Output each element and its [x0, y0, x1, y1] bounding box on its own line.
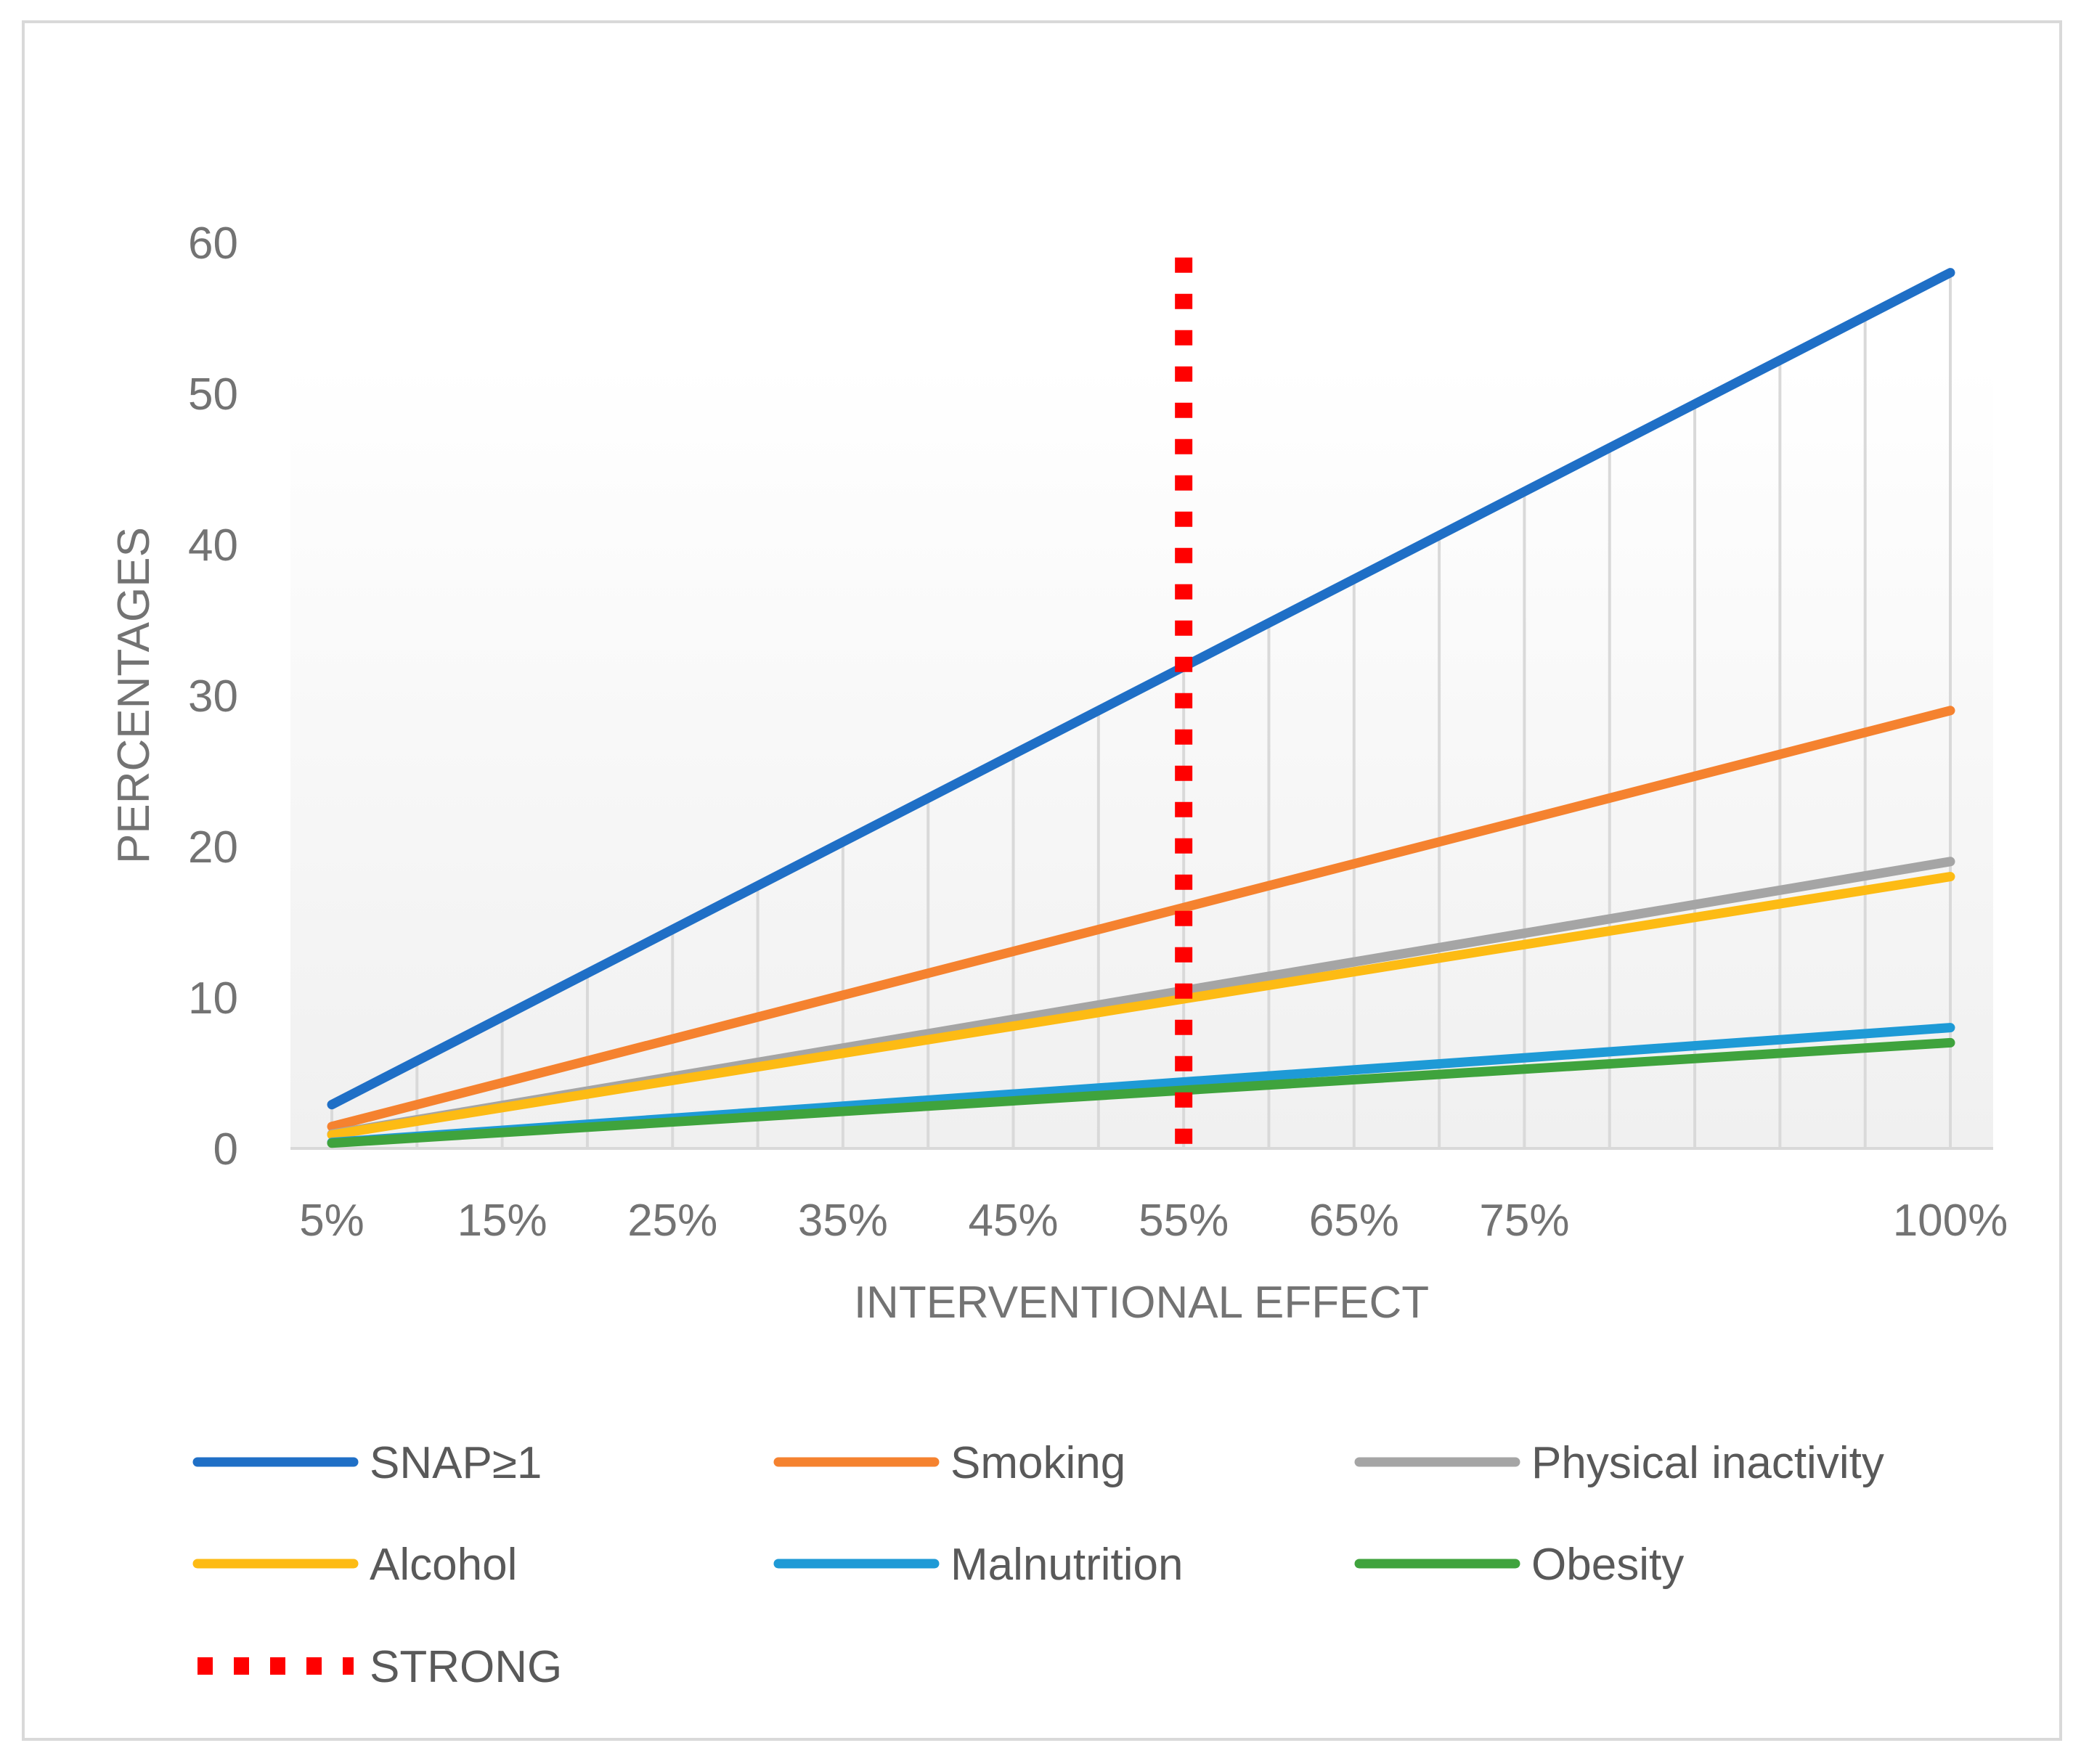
legend-item: SNAP≥1: [192, 1438, 542, 1488]
y-tick-label: 50: [188, 369, 238, 420]
x-tick-label: 75%: [1479, 1196, 1569, 1246]
y-axis-title: PERCENTAGES: [109, 527, 159, 864]
y-tick-label: 40: [188, 520, 238, 571]
x-axis-title: INTERVENTIONAL EFFECT: [854, 1278, 1429, 1328]
x-tick-label: 55%: [1139, 1196, 1229, 1246]
series-line-obesity: [327, 1037, 1955, 1148]
legend: SNAP≥1 Smoking Physical inactivity Alcohol M…: [192, 1438, 1884, 1692]
legend-item: Physical inactivity: [1354, 1438, 1884, 1488]
legend-label: Malnutrition: [950, 1540, 1183, 1590]
y-tick-label: 10: [188, 973, 238, 1024]
x-tick-labels: 5% 15% 25% 35% 45% 55% 65% 75% 100%: [299, 1196, 2008, 1246]
y-tick-labels: 0 10 20 30 40 50 60: [188, 219, 238, 1175]
legend-label: Obesity: [1531, 1540, 1684, 1590]
legend-item: Smoking: [773, 1438, 1125, 1488]
y-tick-label: 60: [188, 219, 238, 269]
legend-label: Smoking: [950, 1438, 1125, 1488]
plot-area-background: [290, 363, 1993, 1148]
series-line-smoking: [327, 706, 1955, 1132]
x-tick-label: 25%: [627, 1196, 717, 1246]
series-line-snap-1: [327, 268, 1955, 1110]
x-tick-label: 15%: [457, 1196, 547, 1246]
y-tick-label: 20: [188, 822, 238, 873]
x-tick-label: 65%: [1309, 1196, 1399, 1246]
legend-item: STRONG: [198, 1642, 562, 1692]
y-tick-label: 30: [188, 671, 238, 722]
x-tick-label: 45%: [968, 1196, 1058, 1246]
series-lines: [327, 268, 1955, 1148]
series-line-alcohol: [327, 872, 1955, 1140]
legend-label: STRONG: [370, 1642, 562, 1692]
legend-label: SNAP≥1: [370, 1438, 542, 1488]
x-tick-label: 5%: [299, 1196, 365, 1246]
legend-item: Alcohol: [192, 1540, 517, 1590]
legend-label: Alcohol: [370, 1540, 517, 1590]
legend-item: Obesity: [1354, 1540, 1684, 1590]
y-tick-label: 0: [213, 1124, 238, 1175]
x-tick-label: 35%: [798, 1196, 888, 1246]
legend-label: Physical inactivity: [1531, 1438, 1884, 1488]
legend-item: Malnutrition: [773, 1540, 1183, 1590]
x-tick-label: 100%: [1893, 1196, 2008, 1246]
